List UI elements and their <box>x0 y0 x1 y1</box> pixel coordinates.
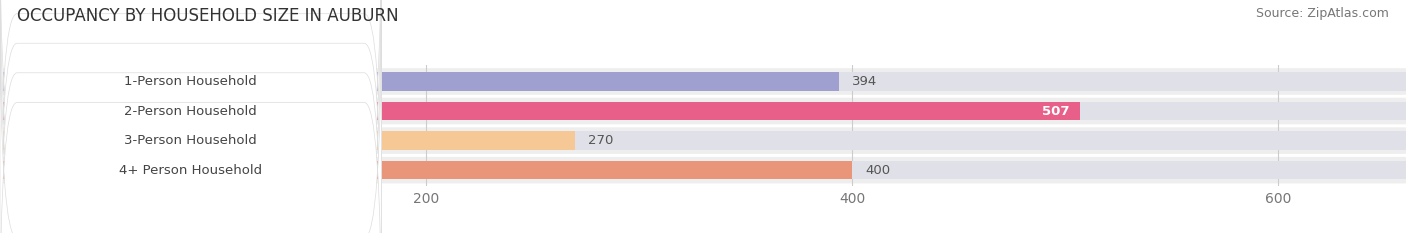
FancyBboxPatch shape <box>0 127 1406 154</box>
Bar <box>0 131 575 150</box>
FancyBboxPatch shape <box>0 157 1406 183</box>
FancyBboxPatch shape <box>0 68 1406 95</box>
Text: 400: 400 <box>865 164 890 177</box>
Text: 270: 270 <box>588 134 613 147</box>
Bar <box>0 102 1406 120</box>
Bar <box>0 131 1406 150</box>
FancyBboxPatch shape <box>0 0 381 233</box>
Text: 394: 394 <box>852 75 877 88</box>
Text: 4+ Person Household: 4+ Person Household <box>120 164 263 177</box>
FancyBboxPatch shape <box>0 0 381 233</box>
Text: 1-Person Household: 1-Person Household <box>124 75 257 88</box>
Bar <box>0 161 1406 179</box>
Text: 3-Person Household: 3-Person Household <box>124 134 257 147</box>
Text: 507: 507 <box>1042 105 1070 117</box>
Bar <box>0 72 1406 91</box>
Bar <box>0 72 839 91</box>
Bar <box>0 161 852 179</box>
FancyBboxPatch shape <box>0 0 381 233</box>
Bar <box>0 102 1080 120</box>
FancyBboxPatch shape <box>0 98 1406 124</box>
FancyBboxPatch shape <box>0 2 381 233</box>
Text: OCCUPANCY BY HOUSEHOLD SIZE IN AUBURN: OCCUPANCY BY HOUSEHOLD SIZE IN AUBURN <box>17 7 398 25</box>
Text: Source: ZipAtlas.com: Source: ZipAtlas.com <box>1256 7 1389 20</box>
Text: 2-Person Household: 2-Person Household <box>124 105 257 117</box>
